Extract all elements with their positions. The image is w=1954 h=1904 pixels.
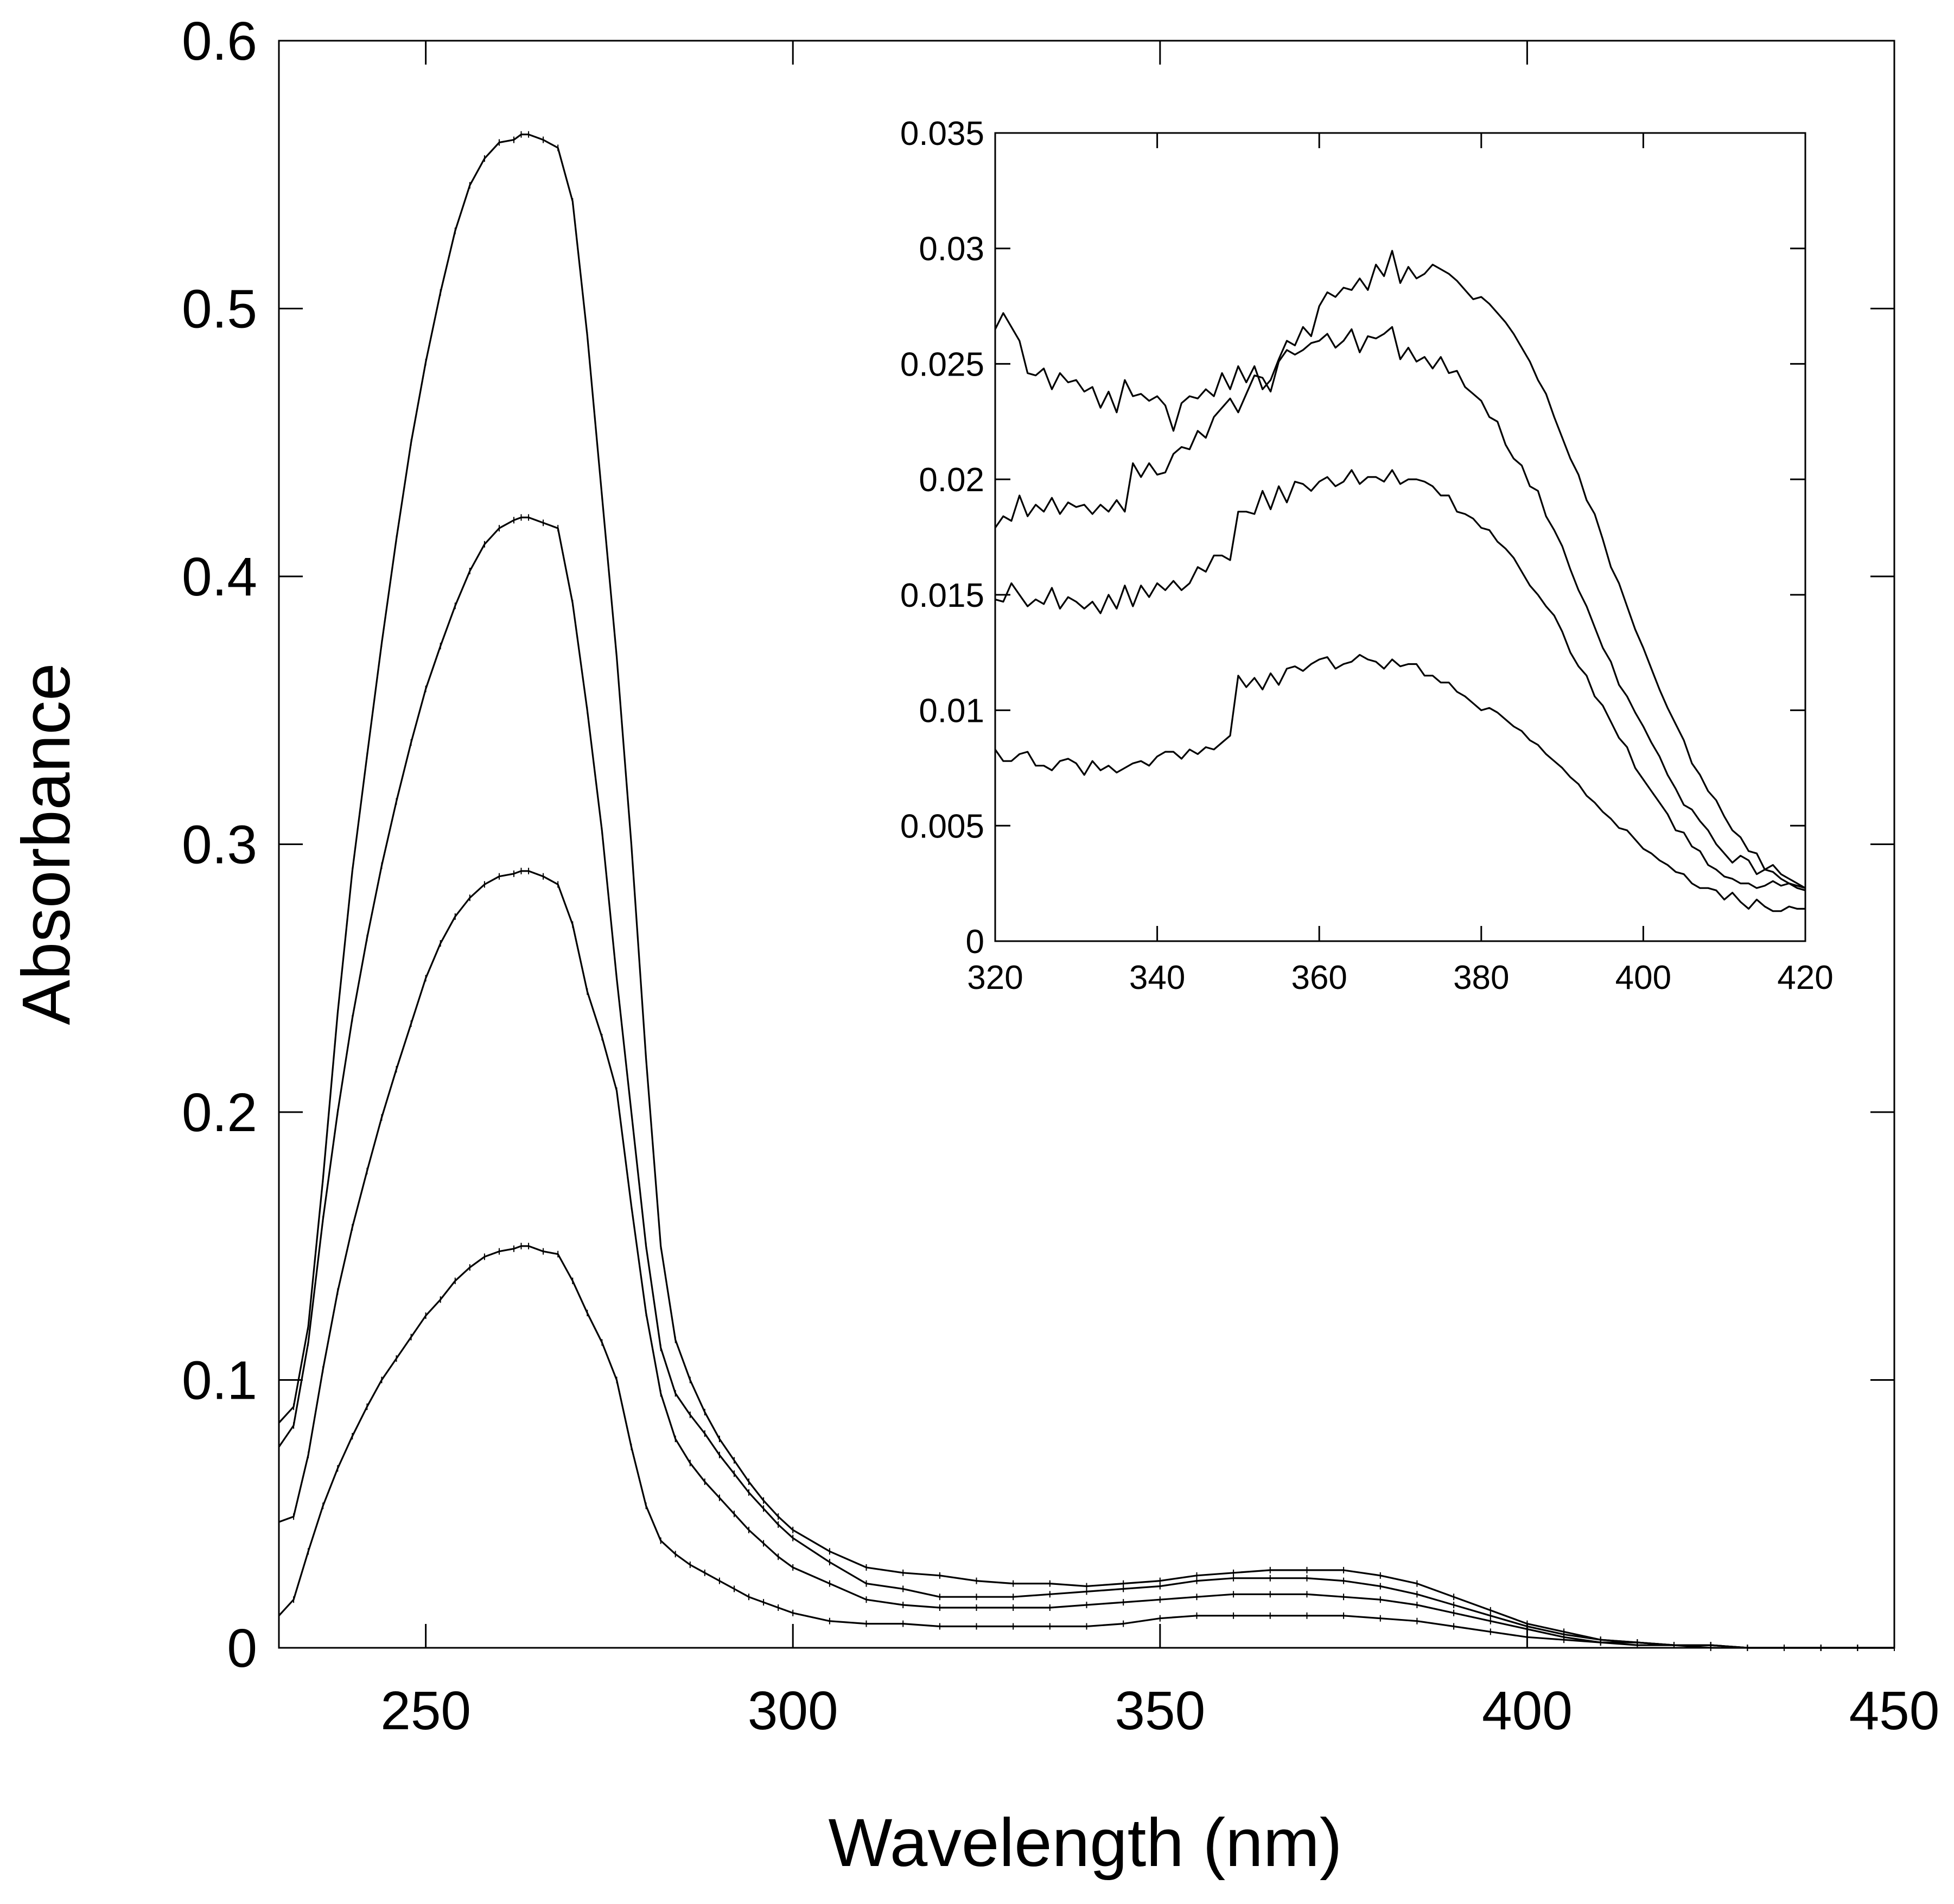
inset-y-tick-labels: 0 0.005 0.01 0.015 0.02 0.025 0.03 0.035 — [900, 115, 984, 961]
inset-series-line-1 — [994, 250, 1806, 889]
inset-series-line-2 — [994, 326, 1806, 889]
main-x-tick-label: 350 — [1115, 1680, 1205, 1741]
main-y-tick-label: 0.1 — [182, 1350, 257, 1411]
inset-y-tick-label: 0.01 — [919, 693, 984, 730]
inset-y-tick-label: 0.02 — [919, 461, 984, 499]
y-axis-title: Absorbance — [9, 663, 84, 1025]
inset-plot-frame — [994, 132, 1806, 942]
inset-x-tick-label: 420 — [1777, 959, 1833, 997]
inset-x-tick-label: 400 — [1615, 959, 1671, 997]
inset-y-tick-label: 0.005 — [900, 808, 984, 845]
inset-y-tick-label: 0.025 — [900, 346, 984, 383]
inset-x-tick-labels: 320 340 360 380 400 420 — [967, 959, 1833, 997]
main-y-tick-label: 0.5 — [182, 279, 257, 340]
inset-x-tick-label: 340 — [1129, 959, 1185, 997]
main-y-tick-label: 0.6 — [182, 11, 257, 72]
inset-ticks — [994, 132, 1806, 942]
inset-x-tick-label: 320 — [967, 959, 1023, 997]
inset-y-tick-label: 0.015 — [900, 577, 984, 614]
inset-x-tick-label: 380 — [1453, 959, 1509, 997]
main-chart: 250 300 350 400 450 0 0.1 0.2 0.3 0.4 0.5 0.6 Wave… — [9, 11, 1939, 1881]
inset-x-tick-label: 360 — [1291, 959, 1347, 997]
main-y-tick-label: 0.4 — [182, 547, 257, 607]
inset-series-line-4 — [994, 653, 1805, 912]
main-y-tick-label: 0 — [227, 1618, 257, 1679]
main-y-tick-label: 0.3 — [182, 815, 257, 875]
main-x-tick-label: 450 — [1849, 1680, 1940, 1741]
main-ticks — [279, 40, 1895, 1649]
main-markers — [278, 131, 1895, 1651]
inset-background — [995, 133, 1805, 941]
inset-series-line-3 — [995, 469, 1806, 891]
inset-y-tick-label: 0.03 — [919, 231, 984, 268]
inset-chart: 320 340 360 380 400 420 0 0.005 0.01 0.015 0.02 0.… — [900, 115, 1834, 997]
main-x-tick-labels: 250 300 350 400 450 — [380, 1680, 1939, 1741]
main-x-tick-label: 250 — [380, 1680, 471, 1741]
main-x-tick-label: 400 — [1482, 1680, 1573, 1741]
x-axis-title: Wavelength (nm) — [828, 1805, 1342, 1881]
inset-y-tick-label: 0.035 — [900, 115, 984, 153]
main-y-tick-label: 0.2 — [182, 1082, 257, 1143]
inset-curves — [994, 250, 1806, 912]
main-y-tick-labels: 0 0.1 0.2 0.3 0.4 0.5 0.6 — [182, 11, 257, 1679]
main-x-tick-label: 300 — [748, 1680, 838, 1741]
inset-y-tick-label: 0 — [966, 923, 984, 961]
